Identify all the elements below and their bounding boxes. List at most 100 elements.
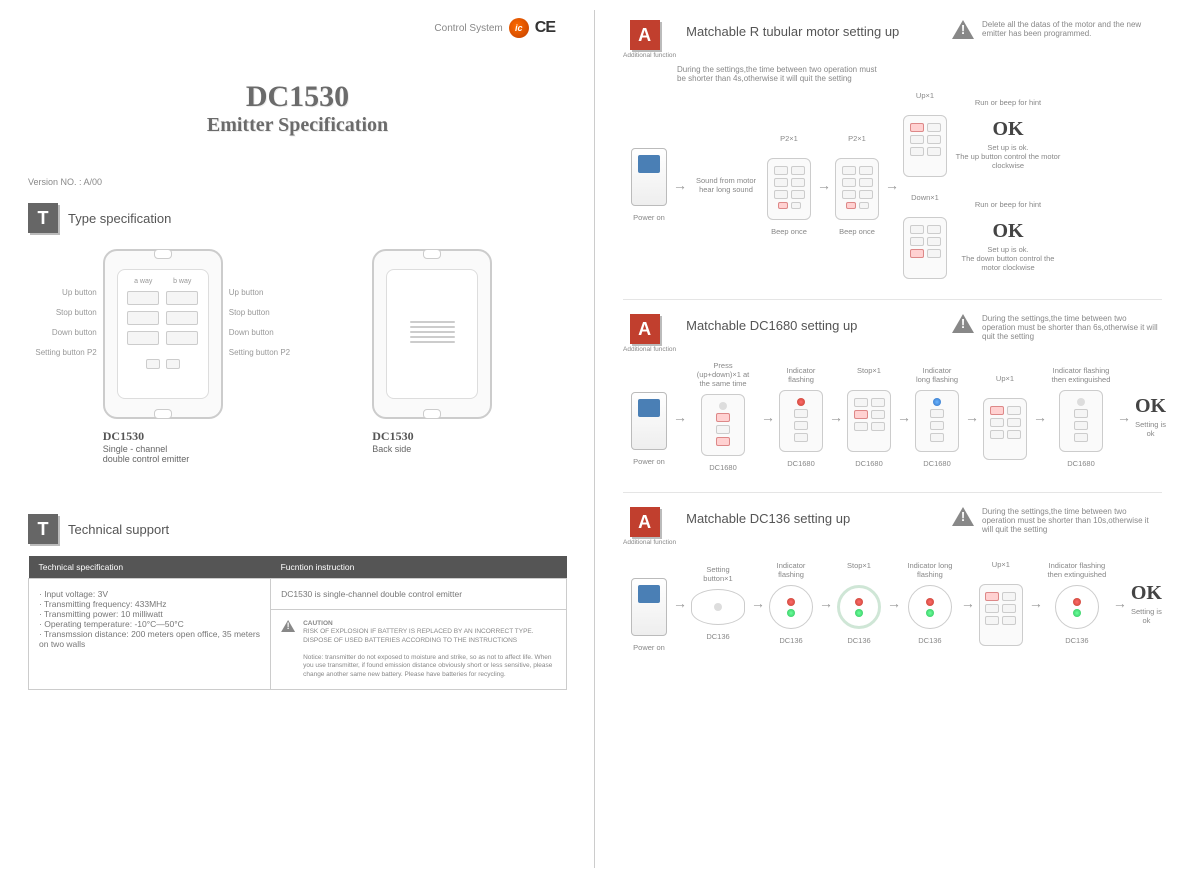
up-button-icon: [127, 291, 159, 305]
ind-ext-label: Indicator flashing then extinguished: [1051, 366, 1111, 384]
caution-cell: CAUTION RISK OF EXPLOSION IF BATTERY IS …: [271, 610, 567, 690]
warning-icon: [281, 620, 295, 632]
front-labels-right: Up button Stop button Down button Settin…: [229, 283, 299, 363]
th-func: Fucntion instruction: [271, 556, 567, 579]
remote-front-wrap: a way b way Up button Stop button Down b…: [103, 249, 223, 464]
tech-section-header: T Technical support: [28, 514, 567, 544]
arrow-icon: [1033, 411, 1045, 423]
front-labels-left: Up button Stop button Down button Settin…: [27, 283, 97, 363]
header-warning: Delete all the datas of the motor and th…: [982, 20, 1162, 38]
product-model: DC1530: [28, 80, 567, 114]
dev-label: DC136: [847, 636, 870, 645]
label-stop: Stop button: [27, 303, 97, 323]
caution-lines: RISK OF EXPLOSION IF BATTERY IS REPLACED…: [303, 628, 533, 643]
step-power-on: Power on: [631, 554, 667, 652]
stop-button-icon: [127, 311, 159, 325]
caution-notice: Notice: transmitter do not exposed to mo…: [303, 654, 552, 678]
step-down: Down×1: [903, 193, 947, 279]
type-section-header: T Type specification: [28, 203, 567, 233]
ce-mark-icon: CE: [535, 19, 555, 37]
receiver-icon: [631, 578, 667, 636]
page-right: A Additional function Matchable R tubula…: [595, 0, 1190, 878]
dc136-icon: [1055, 585, 1099, 629]
step-p2-2: P2×1 Beep once: [835, 134, 879, 236]
arrow-icon: [673, 411, 685, 423]
dc1680-icon: [1059, 390, 1103, 452]
hint-label: Run or beep for hint: [975, 200, 1041, 218]
arrow-icon: [673, 179, 685, 191]
label-up: Up button: [27, 283, 97, 303]
ind-long-label: Indicator long flashing: [915, 366, 959, 384]
section-badge-a: A: [630, 314, 660, 344]
arrow-icon: [1117, 411, 1129, 423]
dc136-icon: [769, 585, 813, 629]
type-badge: T: [28, 203, 58, 233]
section-title: Matchable R tubular motor setting up: [686, 20, 942, 39]
spec-table: Technical specification Fucntion instruc…: [28, 556, 567, 690]
dev-label: DC136: [779, 636, 802, 645]
step-power-on: Power on: [631, 148, 667, 222]
dev-label: DC1680: [855, 459, 883, 468]
section-title: Matchable DC136 setting up: [686, 507, 942, 526]
power-on-label: Power on: [633, 213, 665, 222]
arrow-icon: [673, 597, 685, 609]
step-power-on: Power on: [631, 368, 667, 466]
header-logos: Control System ic CE: [434, 18, 555, 38]
up-label: Up×1: [996, 374, 1014, 392]
ic-logo-icon: ic: [509, 18, 529, 38]
ok-block: OK Setting is ok: [1135, 395, 1166, 438]
arrow-icon: [961, 597, 973, 609]
remote-icon: [979, 584, 1023, 646]
branch-up-down: Up×1 Run or beep for hint OK Set up is o…: [903, 91, 1063, 279]
ok-sub: Setting is ok: [1131, 607, 1162, 625]
brand-text: Control System: [434, 23, 502, 34]
col-b-label: b way: [173, 278, 191, 285]
remote-icon: [903, 217, 947, 279]
speaker-lines-icon: [410, 321, 455, 343]
header-warning: During the settings,the time between two…: [982, 507, 1162, 534]
label-down: Down button: [27, 323, 97, 343]
back-desc: Back side: [372, 444, 411, 454]
arrow-icon: [829, 411, 841, 423]
setting-button-icon: [146, 359, 160, 369]
header-warning: During the settings,the time between two…: [982, 314, 1162, 341]
press-label: Press (up+down)×1 at the same time: [691, 361, 755, 388]
front-model: DC1530: [103, 429, 144, 443]
tech-badge: T: [28, 514, 58, 544]
remote-icon: [903, 115, 947, 177]
timing-note: During the settings,the time between two…: [677, 65, 877, 83]
screw-notch-icon: [154, 249, 172, 259]
ok-sub: Set up is ok. The down button control th…: [953, 245, 1063, 272]
up-button-icon: [166, 291, 198, 305]
stop-label: Stop×1: [857, 366, 881, 384]
dc1680-icon: [701, 394, 745, 456]
ind-long-label: Indicator long flashing: [905, 561, 955, 579]
spec-item: Transmitting power: 10 milliwatt: [39, 609, 260, 619]
front-desc: Single - channel double control emitter: [103, 444, 190, 464]
remote-back-inner: [386, 269, 478, 399]
dev-label: DC136: [706, 632, 729, 641]
down-label: Down×1: [911, 193, 939, 211]
ok-down: Run or beep for hint OK Set up is ok. Th…: [953, 200, 1063, 272]
dc136-icon: [691, 589, 745, 625]
setting-button-icon: [166, 359, 180, 369]
arrow-icon: [1113, 597, 1125, 609]
receiver-icon: [631, 148, 667, 206]
dev-label: DC1680: [787, 459, 815, 468]
badge-sub: Additional function: [623, 52, 676, 59]
ok-up: Run or beep for hint OK Set up is ok. Th…: [953, 98, 1063, 170]
power-on-label: Power on: [633, 457, 665, 466]
warning-icon: [952, 507, 974, 526]
section-title: Matchable DC1680 setting up: [686, 314, 942, 333]
section-dc136: A Additional function Matchable DC136 se…: [623, 507, 1162, 652]
spec-item: Input voltage: 3V: [39, 589, 260, 599]
main-title: DC1530 Emitter Specification: [28, 80, 567, 137]
stop-button-icon: [166, 311, 198, 325]
section-badge-a: A: [630, 20, 660, 50]
ok-sub: Set up is ok. The up button control the …: [953, 143, 1063, 170]
ok-mark: OK: [992, 220, 1023, 243]
spec-item: Operating temperature: -10°C—50°C: [39, 619, 260, 629]
ind-ext-label: Indicator flashing then extinguished: [1047, 561, 1107, 579]
remote-front-inner: a way b way: [117, 269, 209, 399]
remote-icon: [983, 398, 1027, 460]
